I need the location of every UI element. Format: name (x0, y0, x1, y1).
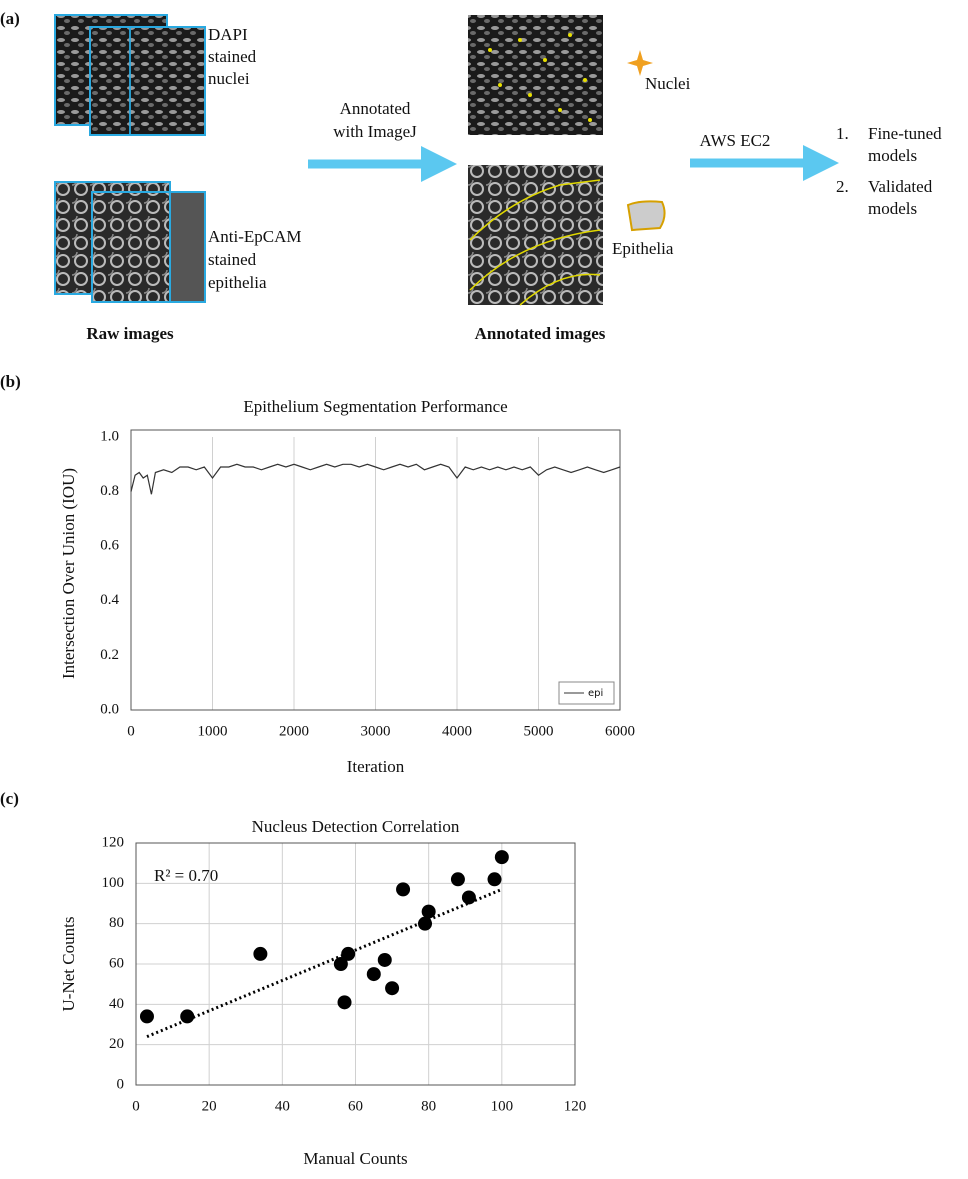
point (396, 882, 411, 897)
y-tick-label: 1.0 (100, 428, 119, 444)
y-tick-label: 0.8 (100, 483, 119, 499)
label: Anti-EpCAM (208, 227, 302, 246)
dapi-stack (54, 14, 206, 136)
epithelia-icon (626, 200, 666, 232)
y-tick-label: 40 (109, 996, 124, 1012)
y-tick-label: 0.0 (100, 701, 119, 717)
point (366, 967, 381, 982)
point (337, 995, 352, 1010)
y-tick-label: 0.4 (100, 592, 119, 608)
point (333, 957, 348, 971)
point (180, 1009, 195, 1024)
nuclei-image (468, 15, 603, 135)
chart-title: Epithelium Segmentation Performance (243, 397, 507, 416)
y-axis-label: U-Net Counts (59, 917, 78, 1012)
y-tick-label: 20 (109, 1036, 124, 1052)
plot-frame (135, 842, 576, 1086)
label: Nuclei (645, 74, 691, 93)
x-tick-label: 6000 (605, 723, 635, 739)
caption: Annotated images (475, 324, 606, 343)
point (341, 946, 356, 961)
label: stained (208, 250, 257, 269)
list-marker: 1. (836, 124, 849, 143)
plot-frame (130, 429, 621, 711)
y-tick-label: 120 (102, 834, 125, 850)
y-tick-label: 80 (109, 915, 124, 931)
list-text: Validated (868, 177, 933, 196)
y-tick-label: 0.2 (100, 647, 119, 663)
list-marker: 2. (836, 177, 849, 196)
x-axis-label: Manual Counts (303, 1149, 407, 1168)
legend-box (558, 681, 615, 705)
annotation: R² = 0.70 (154, 866, 218, 885)
list-text: models (868, 199, 917, 218)
point (418, 916, 433, 931)
label: Epithelia (612, 239, 674, 258)
chart-title: Nucleus Detection Correlation (252, 817, 460, 836)
x-tick-label: 20 (202, 1098, 217, 1114)
x-tick-label: 4000 (442, 723, 472, 739)
x-tick-label: 3000 (361, 723, 391, 739)
label: stained (208, 47, 257, 66)
x-tick-label: 1000 (198, 723, 228, 739)
y-axis-label: Intersection Over Union (IOU) (59, 468, 78, 679)
x-tick-label: 100 (491, 1098, 514, 1114)
panel-label: (b) (0, 372, 21, 391)
y-tick-label: 60 (109, 955, 124, 971)
list-text: models (868, 146, 917, 165)
point (253, 946, 268, 961)
panel-label: (a) (0, 9, 20, 28)
point (421, 904, 436, 919)
trendline (146, 888, 503, 1038)
epcam-stack (54, 181, 206, 303)
x-tick-label: 2000 (279, 723, 309, 739)
point (377, 952, 392, 967)
legend-label: epi (588, 688, 603, 699)
point (487, 872, 502, 887)
y-tick-label: 100 (102, 875, 125, 891)
caption: Raw images (86, 324, 174, 343)
line (130, 463, 621, 495)
point (450, 872, 465, 887)
x-tick-label: 120 (564, 1098, 587, 1114)
arrow-label: AWS EC2 (700, 131, 771, 150)
label: epithelia (208, 273, 267, 292)
point (385, 981, 400, 996)
x-tick-label: 5000 (524, 723, 554, 739)
epithelia-image (468, 165, 603, 306)
nuclei-icon (627, 50, 653, 76)
arrow-label: Annotated (340, 99, 411, 118)
label: DAPI (208, 25, 248, 44)
point (139, 1009, 154, 1024)
point (494, 850, 509, 865)
x-axis-label: Iteration (347, 757, 405, 776)
x-tick-label: 60 (348, 1098, 363, 1114)
y-tick-label: 0.6 (100, 538, 119, 554)
y-tick-label: 0 (117, 1076, 125, 1092)
x-tick-label: 40 (275, 1098, 290, 1114)
label: nuclei (208, 69, 250, 88)
list-text: Fine-tuned (868, 124, 942, 143)
x-tick-label: 80 (421, 1098, 436, 1114)
x-tick-label: 0 (132, 1098, 140, 1114)
point (461, 890, 476, 905)
panel-label: (c) (0, 789, 19, 808)
arrow-label: with ImageJ (333, 122, 417, 141)
x-tick-label: 0 (127, 723, 135, 739)
